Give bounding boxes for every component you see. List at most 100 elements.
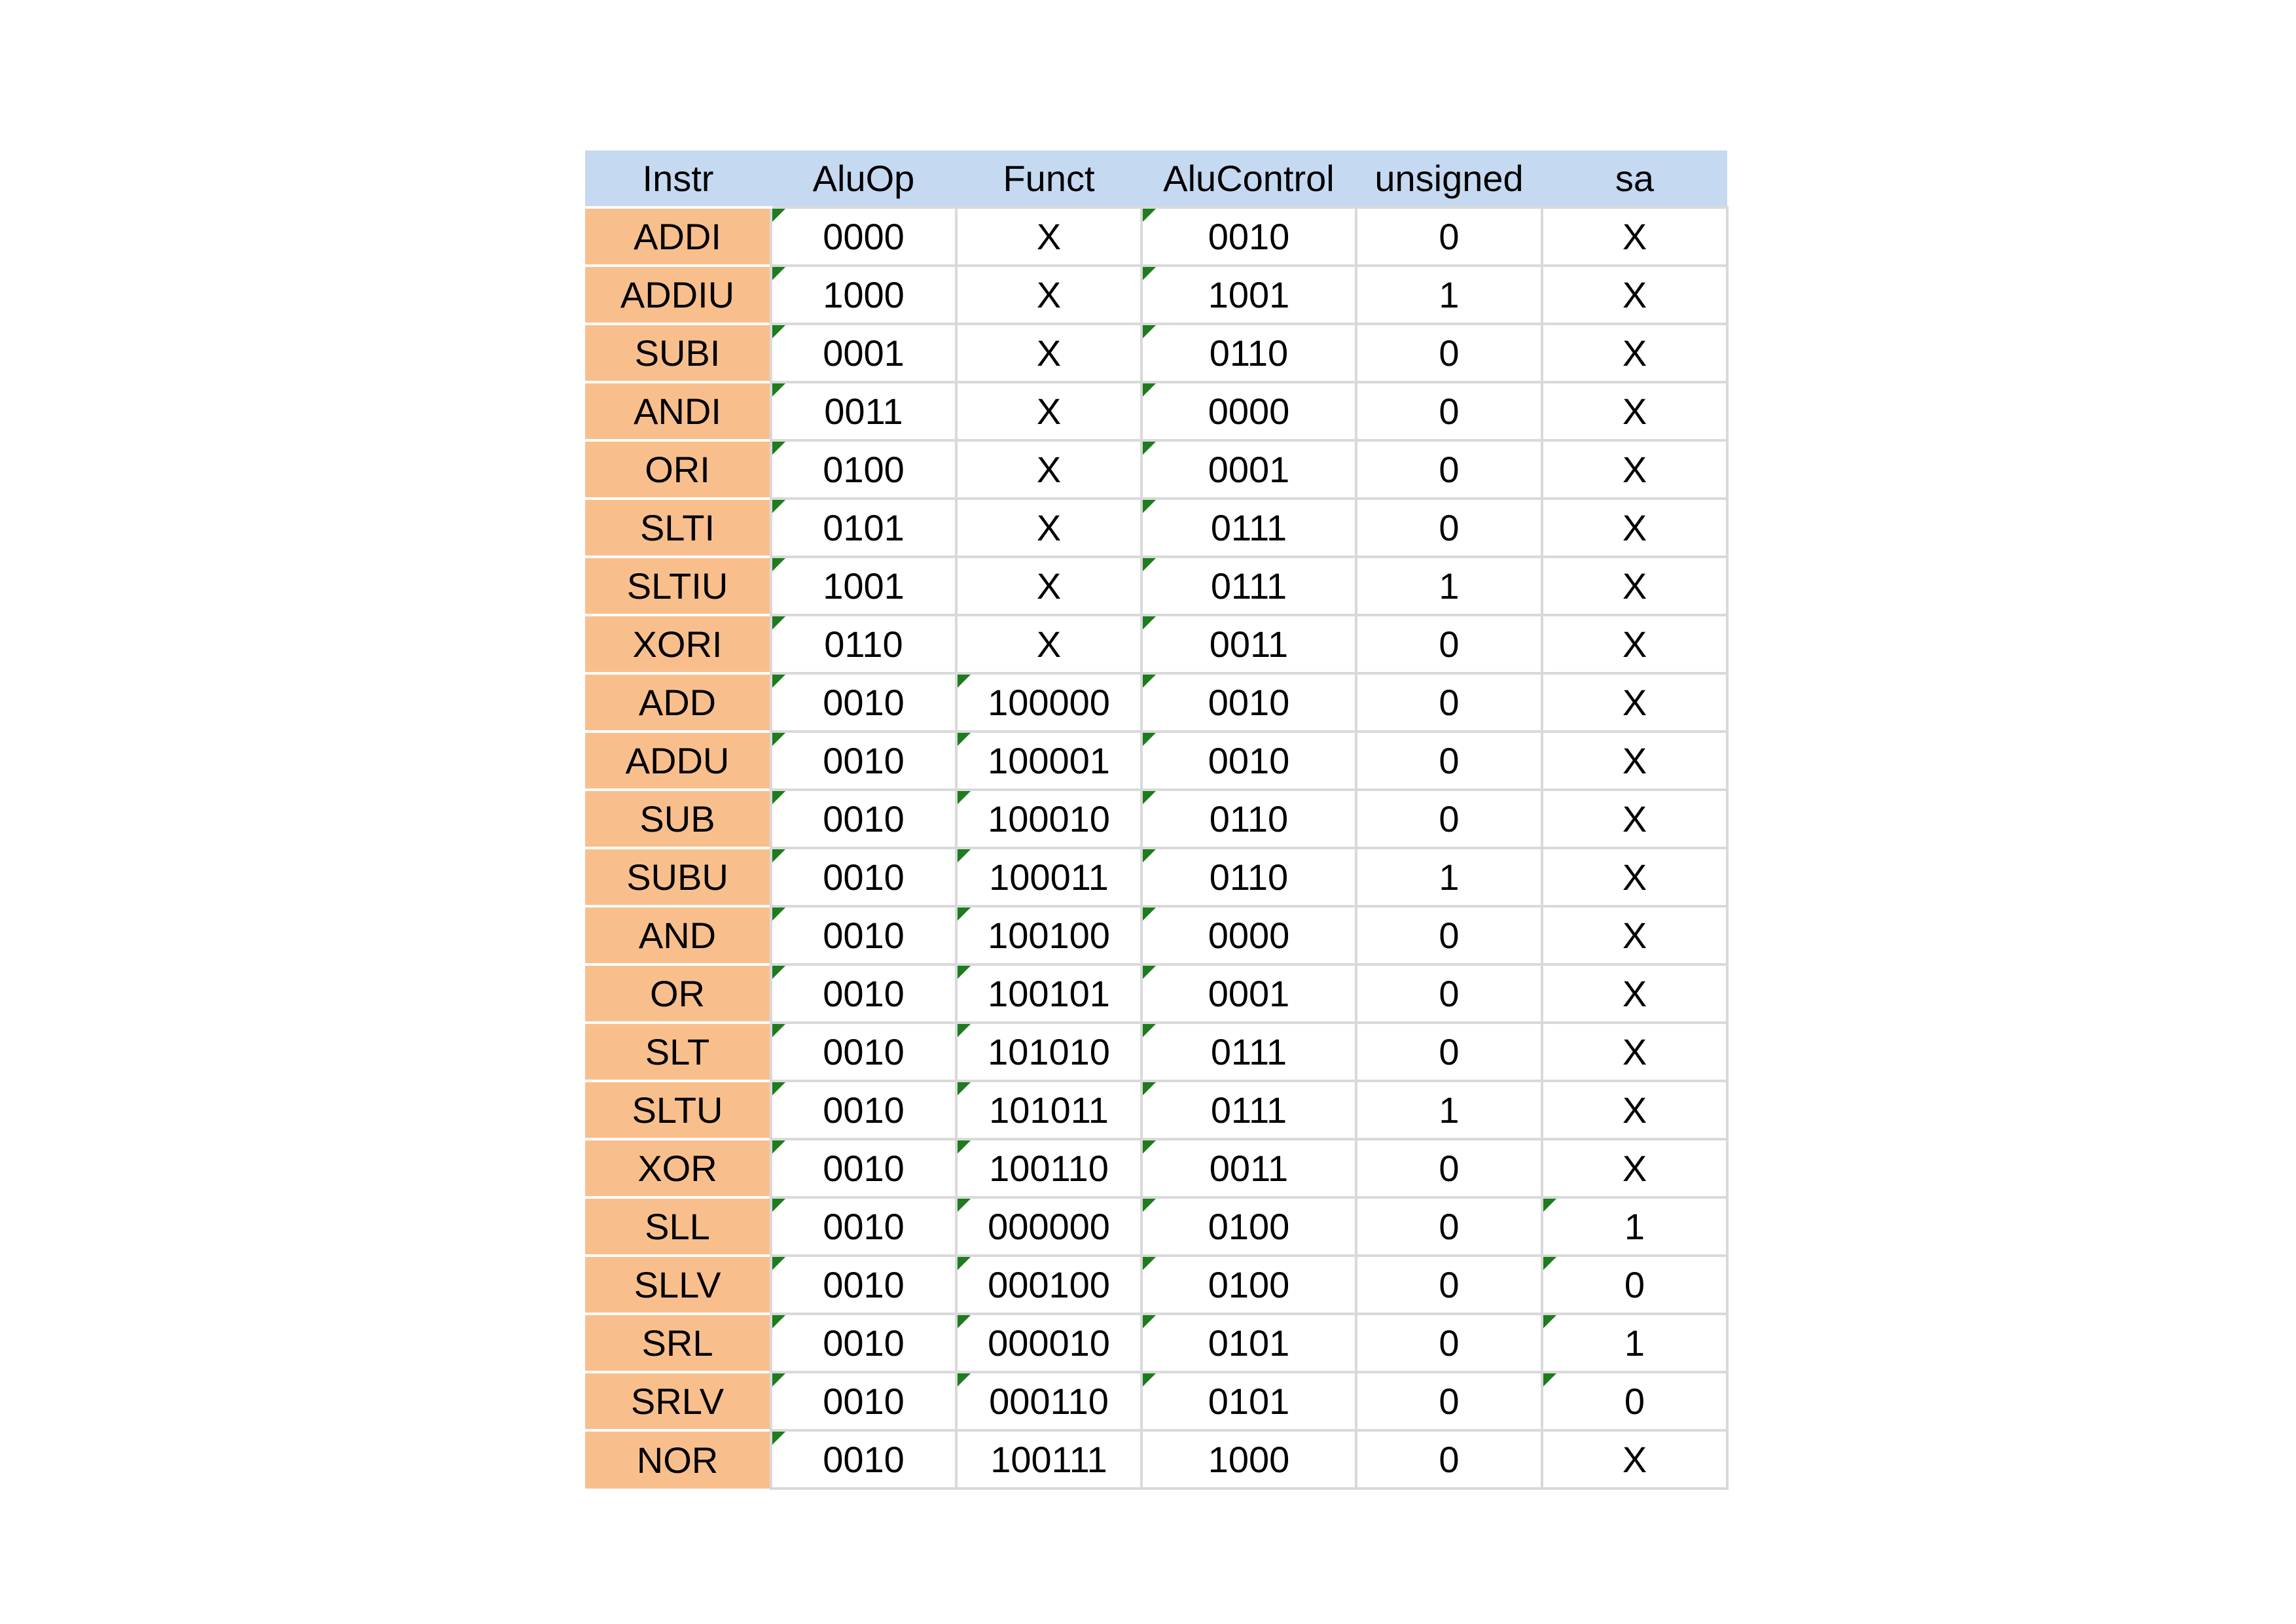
aluop-cell[interactable]: 0010 [770,1138,958,1199]
unsigned-cell[interactable]: 0 [1355,905,1543,966]
instr-cell[interactable]: SRL [585,1314,771,1372]
unsigned-cell[interactable]: 0 [1355,963,1543,1024]
aluop-cell[interactable]: 0010 [770,1429,958,1490]
sa-cell[interactable]: X [1541,905,1729,966]
sa-cell[interactable]: X [1541,1138,1729,1199]
aluop-cell[interactable]: 1000 [770,264,958,325]
unsigned-cell[interactable]: 0 [1355,1429,1543,1490]
funct-cell[interactable]: X [955,614,1143,675]
aluop-cell[interactable]: 0010 [770,788,958,849]
aluop-cell[interactable]: 0010 [770,1196,958,1257]
funct-cell[interactable]: X [955,323,1143,383]
instr-cell[interactable]: SUB [585,790,771,848]
unsigned-cell[interactable]: 1 [1355,1080,1543,1140]
alucontrol-cell[interactable]: 0000 [1140,905,1357,966]
funct-cell[interactable]: X [955,439,1143,500]
alucontrol-cell[interactable]: 0111 [1140,497,1357,558]
funct-cell[interactable]: X [955,264,1143,325]
unsigned-cell[interactable]: 0 [1355,672,1543,733]
alucontrol-cell[interactable]: 0010 [1140,730,1357,791]
funct-cell[interactable]: 000000 [955,1196,1143,1257]
sa-cell[interactable]: X [1541,1021,1729,1082]
alucontrol-cell[interactable]: 1001 [1140,264,1357,325]
unsigned-cell[interactable]: 0 [1355,1313,1543,1373]
unsigned-cell[interactable]: 0 [1355,730,1543,791]
instr-cell[interactable]: XORI [585,615,771,673]
funct-cell[interactable]: 101011 [955,1080,1143,1140]
alucontrol-cell[interactable]: 0101 [1140,1371,1357,1432]
unsigned-cell[interactable]: 0 [1355,1196,1543,1257]
funct-cell[interactable]: X [955,206,1143,267]
aluop-cell[interactable]: 0101 [770,497,958,558]
instr-cell[interactable]: SLLV [585,1256,771,1314]
alucontrol-cell[interactable]: 0101 [1140,1313,1357,1373]
aluop-cell[interactable]: 0010 [770,672,958,733]
sa-cell[interactable]: 0 [1541,1254,1729,1315]
unsigned-cell[interactable]: 0 [1355,614,1543,675]
funct-cell[interactable]: 000010 [955,1313,1143,1373]
alucontrol-cell[interactable]: 0011 [1140,1138,1357,1199]
unsigned-cell[interactable]: 0 [1355,439,1543,500]
instr-cell[interactable]: ADDU [585,732,771,790]
sa-cell[interactable]: X [1541,323,1729,383]
aluop-cell[interactable]: 0010 [770,905,958,966]
unsigned-cell[interactable]: 0 [1355,1254,1543,1315]
unsigned-cell[interactable]: 0 [1355,1371,1543,1432]
alucontrol-cell[interactable]: 0001 [1140,439,1357,500]
alucontrol-cell[interactable]: 0111 [1140,1080,1357,1140]
sa-cell[interactable]: X [1541,672,1729,733]
sa-cell[interactable]: X [1541,556,1729,616]
instr-cell[interactable]: OR [585,964,771,1023]
instr-cell[interactable]: SLTI [585,499,771,557]
instr-cell[interactable]: SLTIU [585,557,771,615]
funct-cell[interactable]: 100110 [955,1138,1143,1199]
aluop-cell[interactable]: 0011 [770,381,958,442]
instr-cell[interactable]: SRLV [585,1372,771,1430]
alucontrol-cell[interactable]: 0111 [1140,556,1357,616]
instr-cell[interactable]: SLL [585,1197,771,1256]
unsigned-cell[interactable]: 0 [1355,323,1543,383]
sa-cell[interactable]: X [1541,963,1729,1024]
sa-cell[interactable]: X [1541,497,1729,558]
instr-cell[interactable]: SLTU [585,1081,771,1139]
funct-cell[interactable]: 100111 [955,1429,1143,1490]
alucontrol-cell[interactable]: 0100 [1140,1254,1357,1315]
instr-cell[interactable]: SLT [585,1023,771,1081]
sa-cell[interactable]: X [1541,1429,1729,1490]
unsigned-cell[interactable]: 0 [1355,206,1543,267]
unsigned-cell[interactable]: 0 [1355,497,1543,558]
aluop-cell[interactable]: 0010 [770,1371,958,1432]
alucontrol-cell[interactable]: 1000 [1140,1429,1357,1490]
sa-cell[interactable]: 1 [1541,1313,1729,1373]
unsigned-cell[interactable]: 1 [1355,264,1543,325]
aluop-cell[interactable]: 0010 [770,847,958,908]
sa-cell[interactable]: X [1541,730,1729,791]
alucontrol-cell[interactable]: 0110 [1140,323,1357,383]
funct-cell[interactable]: 000110 [955,1371,1143,1432]
instr-cell[interactable]: XOR [585,1139,771,1197]
unsigned-cell[interactable]: 1 [1355,556,1543,616]
sa-cell[interactable]: X [1541,264,1729,325]
aluop-cell[interactable]: 0010 [770,1021,958,1082]
unsigned-cell[interactable]: 0 [1355,1138,1543,1199]
alucontrol-cell[interactable]: 0110 [1140,788,1357,849]
alucontrol-cell[interactable]: 0010 [1140,672,1357,733]
instr-cell[interactable]: SUBI [585,324,771,382]
aluop-cell[interactable]: 1001 [770,556,958,616]
instr-cell[interactable]: NOR [585,1430,771,1489]
instr-cell[interactable]: ORI [585,440,771,499]
aluop-cell[interactable]: 0010 [770,963,958,1024]
sa-cell[interactable]: X [1541,206,1729,267]
sa-cell[interactable]: X [1541,1080,1729,1140]
funct-cell[interactable]: X [955,497,1143,558]
instr-cell[interactable]: ADDI [585,207,771,266]
sa-cell[interactable]: 1 [1541,1196,1729,1257]
alucontrol-cell[interactable]: 0111 [1140,1021,1357,1082]
alucontrol-cell[interactable]: 0110 [1140,847,1357,908]
alucontrol-cell[interactable]: 0010 [1140,206,1357,267]
aluop-cell[interactable]: 0001 [770,323,958,383]
funct-cell[interactable]: X [955,556,1143,616]
aluop-cell[interactable]: 0100 [770,439,958,500]
alucontrol-cell[interactable]: 0011 [1140,614,1357,675]
instr-cell[interactable]: ADD [585,673,771,732]
